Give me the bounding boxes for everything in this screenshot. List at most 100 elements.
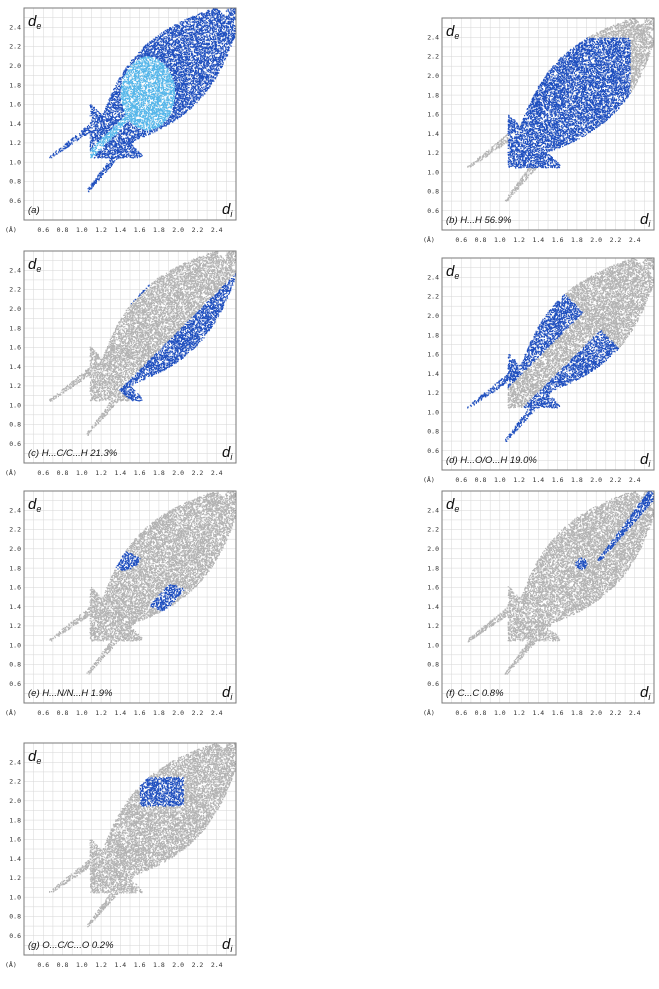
panel-caption: (b) H...H 56.9% <box>446 215 512 226</box>
y-tick-label: 1.8 <box>9 564 21 572</box>
x-tick-label: 1.8 <box>571 236 583 244</box>
y-tick-label: 2.2 <box>9 286 21 294</box>
y-tick-label: 1.0 <box>9 401 21 409</box>
y-tick-label: 1.4 <box>427 130 439 138</box>
data-points <box>49 251 236 436</box>
x-tick-label: 0.6 <box>37 709 49 717</box>
x-tick-label: 0.8 <box>475 709 487 717</box>
plot-frame <box>441 17 655 231</box>
y-tick-label: 0.6 <box>427 680 439 688</box>
y-tick-label: 1.0 <box>9 641 21 649</box>
y-tick-label: 2.2 <box>427 293 439 301</box>
highlight-points <box>49 8 236 193</box>
y-tick-label: 0.8 <box>9 178 21 186</box>
x-axis-title: di <box>640 211 651 229</box>
highlight-points <box>467 294 620 442</box>
x-tick-label: 2.2 <box>192 961 204 969</box>
x-tick-label: 2.2 <box>192 226 204 234</box>
y-tick-label: 1.2 <box>9 622 21 630</box>
x-tick-label: 1.6 <box>552 476 564 484</box>
x-tick-label: 1.0 <box>76 226 88 234</box>
x-tick-label: 2.2 <box>610 236 622 244</box>
unit-label: (Å) <box>5 468 17 477</box>
y-tick-label: 1.4 <box>9 603 21 611</box>
y-tick-label: 0.6 <box>9 197 21 205</box>
x-tick-label: 1.4 <box>114 226 126 234</box>
data-points <box>49 743 236 928</box>
y-tick-label: 0.8 <box>9 421 21 429</box>
y-tick-label: 2.0 <box>427 312 439 320</box>
x-tick-label: 2.4 <box>211 469 223 477</box>
x-tick-label: 2.2 <box>610 709 622 717</box>
y-tick-label: 2.4 <box>9 23 21 31</box>
x-tick-label: 1.2 <box>95 226 107 234</box>
x-tick-label: 2.0 <box>590 236 602 244</box>
y-tick-label: 1.2 <box>9 139 21 147</box>
dense-points <box>89 56 176 159</box>
y-tick-label: 0.8 <box>9 913 21 921</box>
y-tick-label: 0.6 <box>9 680 21 688</box>
x-tick-label: 0.8 <box>475 476 487 484</box>
x-tick-label: 1.8 <box>153 226 165 234</box>
x-tick-label: 1.0 <box>76 709 88 717</box>
fingerprint-panel-b: 0.6 0.8 1.0 1.2 1.4 1.6 1.8 2.0 2.2 2.4 0.6 0.8 1.0 1… <box>418 10 659 262</box>
x-tick-label: 2.2 <box>192 709 204 717</box>
x-axis-title: di <box>222 936 233 954</box>
x-tick-label: 1.0 <box>76 961 88 969</box>
x-tick-label: 1.0 <box>494 709 506 717</box>
y-tick-label: 2.4 <box>9 266 21 274</box>
x-tick-label: 1.6 <box>134 469 146 477</box>
highlight-points <box>115 551 185 612</box>
x-tick-label: 2.0 <box>172 226 184 234</box>
x-tick-label: 1.8 <box>571 709 583 717</box>
y-tick-label: 1.6 <box>9 836 21 844</box>
y-tick-label: 0.6 <box>9 932 21 940</box>
x-tick-label: 0.6 <box>455 709 467 717</box>
x-tick-label: 2.0 <box>590 476 602 484</box>
background-points <box>49 743 236 928</box>
x-tick-label: 1.2 <box>95 961 107 969</box>
highlight-points <box>119 272 236 402</box>
x-tick-label: 0.6 <box>37 469 49 477</box>
y-tick-label: 2.2 <box>9 778 21 786</box>
y-tick-label: 2.0 <box>9 545 21 553</box>
y-tick-label: 2.4 <box>427 506 439 514</box>
fingerprint-plot-g: 0.6 0.8 1.0 1.2 1.4 1.6 1.8 2.0 2.2 2.4 0.6 0.8 1.0 1… <box>5 742 237 969</box>
x-tick-label: 2.0 <box>172 961 184 969</box>
x-tick-label: 0.6 <box>37 961 49 969</box>
x-tick-label: 2.4 <box>211 709 223 717</box>
y-tick-label: 2.2 <box>9 526 21 534</box>
y-tick-label: 1.4 <box>427 603 439 611</box>
x-tick-label: 1.8 <box>153 469 165 477</box>
y-tick-label: 0.6 <box>9 440 21 448</box>
fingerprint-plot-c: 0.6 0.8 1.0 1.2 1.4 1.6 1.8 2.0 2.2 2.4 0.6 0.8 1.0 1… <box>5 250 237 477</box>
y-tick-label: 2.4 <box>427 273 439 281</box>
x-tick-label: 0.8 <box>475 236 487 244</box>
x-tick-label: 1.4 <box>532 476 544 484</box>
y-tick-label: 1.2 <box>427 622 439 630</box>
x-tick-label: 2.4 <box>629 709 641 717</box>
fingerprint-plot-e: 0.6 0.8 1.0 1.2 1.4 1.6 1.8 2.0 2.2 2.4 0.6 0.8 1.0 1… <box>5 490 237 717</box>
y-tick-label: 2.0 <box>427 545 439 553</box>
y-tick-label: 1.6 <box>9 101 21 109</box>
data-points <box>49 8 236 193</box>
x-tick-label: 2.0 <box>172 709 184 717</box>
y-tick-label: 1.6 <box>9 344 21 352</box>
y-tick-label: 1.2 <box>9 382 21 390</box>
plot-frame <box>441 490 655 704</box>
unit-label: (Å) <box>5 708 17 717</box>
plot-frame <box>23 490 237 704</box>
y-tick-label: 1.0 <box>427 408 439 416</box>
highlight-points <box>139 776 185 807</box>
highlight-points <box>507 37 631 169</box>
x-tick-label: 1.0 <box>494 236 506 244</box>
x-tick-label: 0.8 <box>57 709 69 717</box>
y-tick-label: 1.6 <box>427 111 439 119</box>
x-tick-label: 1.6 <box>552 709 564 717</box>
x-tick-label: 1.4 <box>532 236 544 244</box>
panel-caption: (f) C...C 0.8% <box>446 688 504 699</box>
unit-label: (Å) <box>5 225 17 234</box>
fingerprint-panel-f: 0.6 0.8 1.0 1.2 1.4 1.6 1.8 2.0 2.2 2.4 0.6 0.8 1.0 1… <box>418 483 659 735</box>
x-axis-title: di <box>222 444 233 462</box>
x-tick-label: 1.4 <box>114 709 126 717</box>
